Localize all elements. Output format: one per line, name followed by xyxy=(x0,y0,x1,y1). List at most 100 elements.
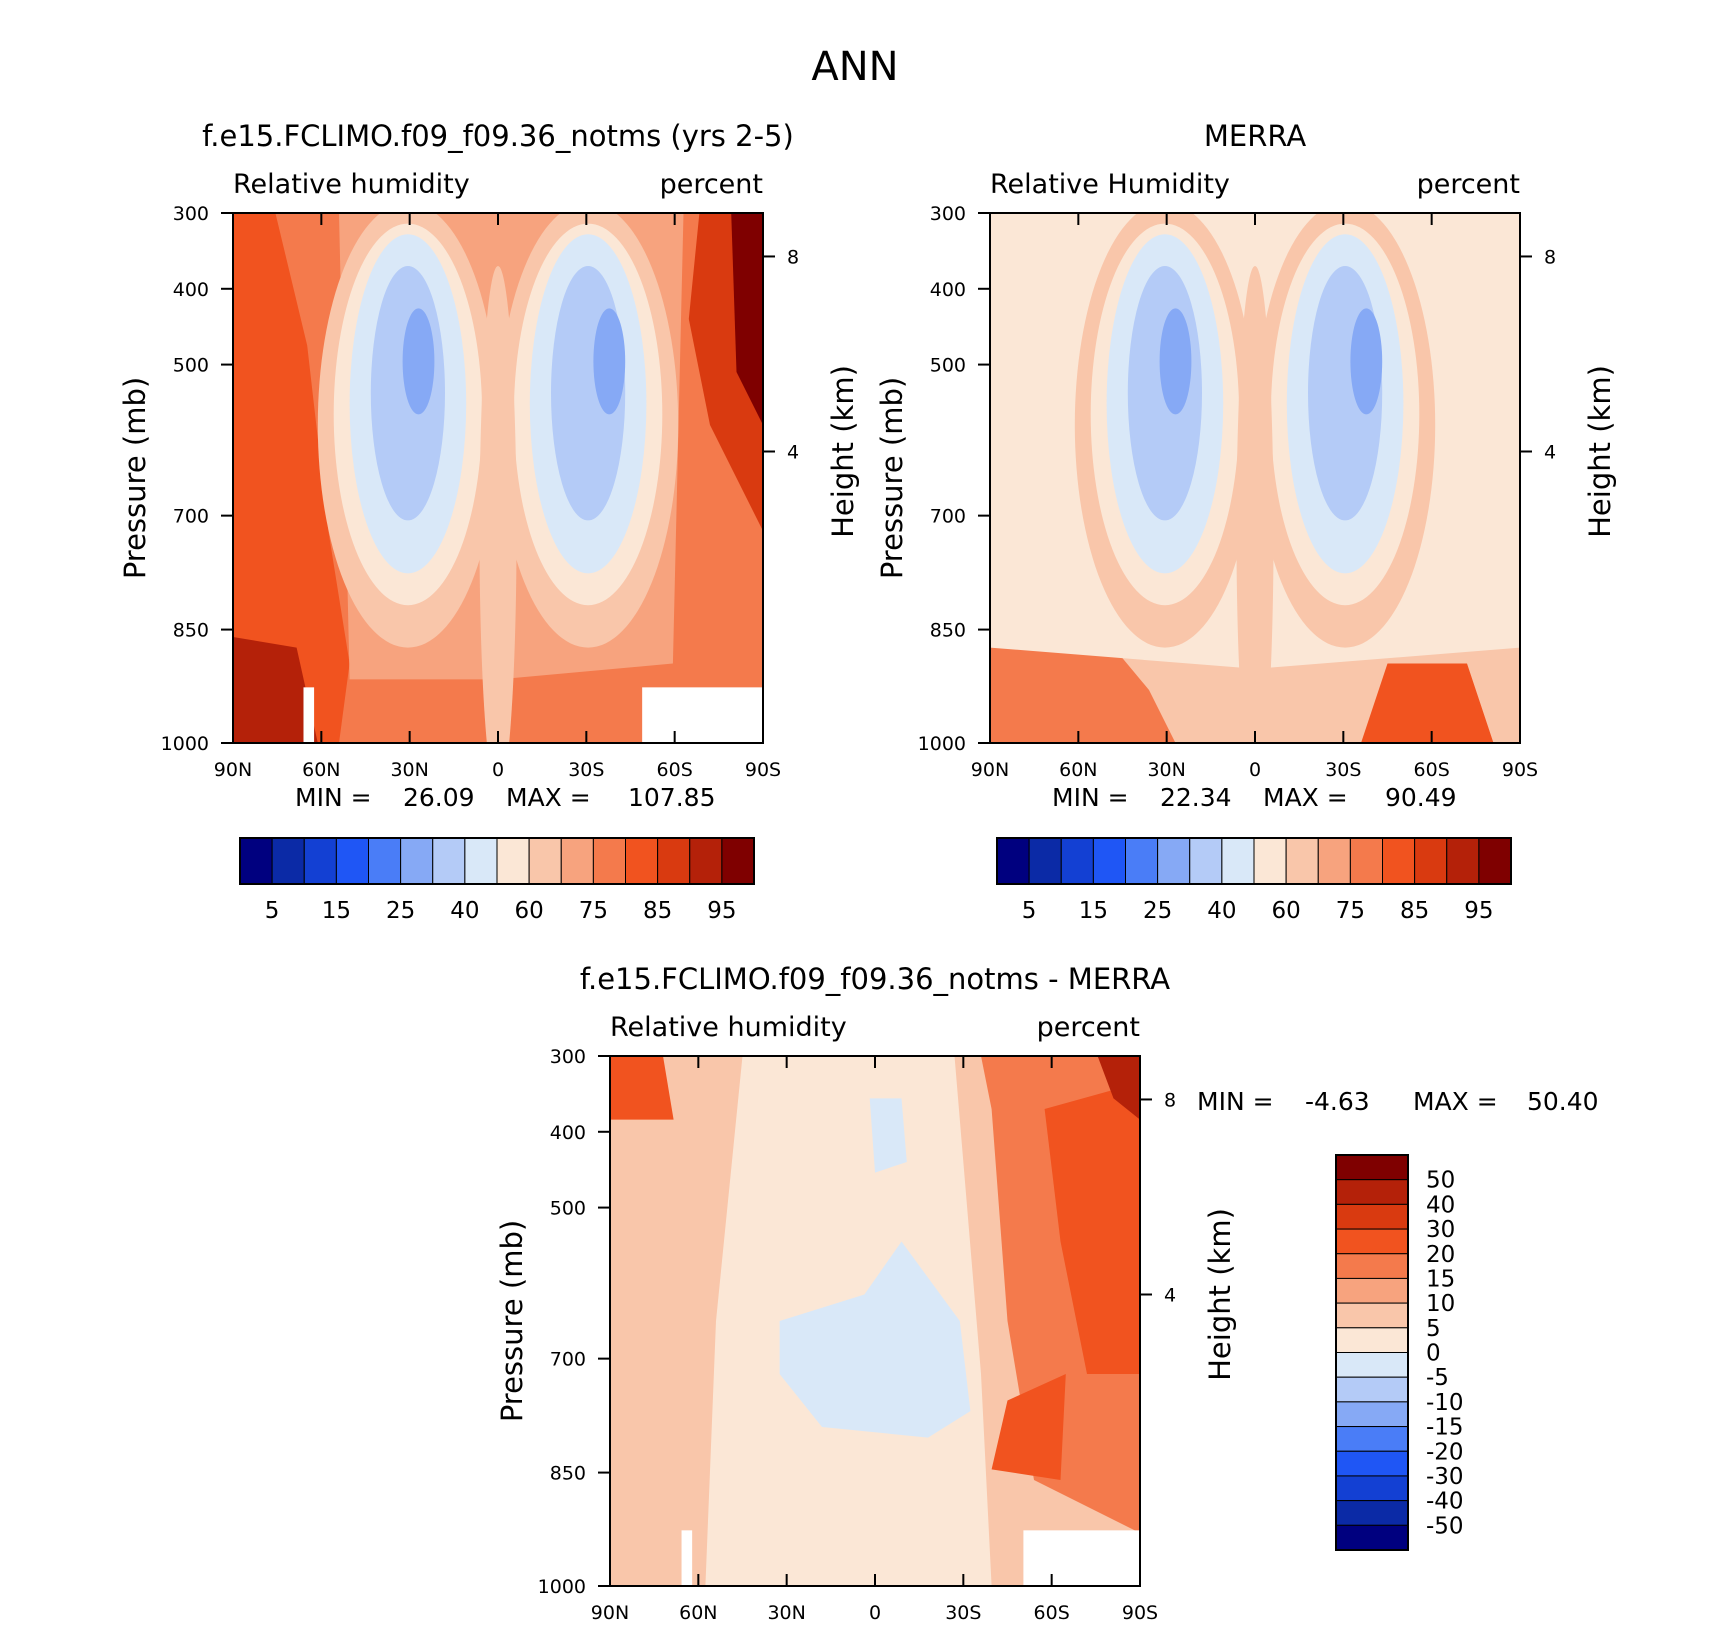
x-tick-label: 90N xyxy=(214,759,252,781)
colorbar-label: -50 xyxy=(1426,1513,1464,1539)
colorbar-swatch xyxy=(1335,1154,1409,1181)
min-value: 26.09 xyxy=(403,783,475,812)
colorbar-label: 85 xyxy=(1400,898,1429,924)
colorbar-label: -30 xyxy=(1426,1464,1464,1490)
panel-title: f.e15.FCLIMO.f09_f09.36_notms - MERRA xyxy=(580,962,1170,996)
colorbar-swatch xyxy=(1285,837,1319,885)
contour-band xyxy=(990,626,1176,743)
y-tick-label: 300 xyxy=(550,1046,586,1068)
colorbar-swatch xyxy=(1125,837,1159,885)
x-tick-label: 90N xyxy=(971,759,1009,781)
y-tick-label: 850 xyxy=(550,1463,586,1485)
dry-lobe xyxy=(402,308,435,415)
x-tick-label: 60N xyxy=(302,759,340,781)
colorbar-frame xyxy=(996,837,1512,885)
y2-tick-label: 4 xyxy=(1544,442,1556,464)
contour-band xyxy=(869,1098,907,1173)
colorbar-swatch xyxy=(1221,837,1255,885)
colorbar-label: -10 xyxy=(1426,1390,1464,1416)
colorbar: 5 15 25 40 60 75 85 95 xyxy=(996,837,1512,924)
y-tick-label: 400 xyxy=(930,279,966,301)
x-tick-label: 60N xyxy=(679,1602,717,1624)
y2-tick-label: 8 xyxy=(1544,246,1556,268)
colorbar-swatch xyxy=(528,837,562,885)
max-label: MAX = xyxy=(1413,1087,1498,1116)
colorbar-label: 15 xyxy=(1426,1266,1455,1292)
colorbar-swatch xyxy=(1335,1277,1409,1304)
colorbar-swatch xyxy=(1335,1203,1409,1230)
colorbar-label: 10 xyxy=(1426,1291,1455,1317)
colorbar-swatch xyxy=(464,837,498,885)
contour-band xyxy=(233,213,350,743)
y-tick-label: 500 xyxy=(173,355,209,377)
y2-axis-title: Height (km) xyxy=(826,365,860,538)
y-tick-label: 700 xyxy=(173,506,209,528)
x-tick-label: 60S xyxy=(1034,1602,1070,1624)
colorbar-swatch xyxy=(560,837,594,885)
colorbar-label: 0 xyxy=(1426,1341,1441,1367)
colorbar-swatch xyxy=(496,837,530,885)
colorbar-label: 75 xyxy=(1336,898,1365,924)
y-axis-title: Pressure (mb) xyxy=(495,1220,529,1422)
y-tick-label: 300 xyxy=(173,203,209,225)
contour-band xyxy=(610,1056,674,1120)
colorbar-swatch xyxy=(303,837,337,885)
colorbar-swatch xyxy=(721,837,755,885)
x-tick-label: 60S xyxy=(657,759,693,781)
x-tick-label: 0 xyxy=(869,1602,881,1624)
y-tick-label: 850 xyxy=(930,620,966,642)
y-axis-title: Pressure (mb) xyxy=(118,377,152,579)
x-tick-label: 90S xyxy=(1502,759,1538,781)
y-tick-label: 700 xyxy=(550,1349,586,1371)
colorbar-swatch xyxy=(1335,1179,1409,1205)
min-value: -4.63 xyxy=(1305,1087,1370,1116)
variable-label: Relative Humidity xyxy=(990,169,1230,200)
colorbar-swatch xyxy=(1335,1524,1409,1551)
colorbar-swatch xyxy=(1335,1450,1409,1477)
y-tick-label: 400 xyxy=(173,279,209,301)
x-tick-label: 30N xyxy=(767,1602,805,1624)
y-tick-label: 300 xyxy=(930,203,966,225)
colorbar-swatch xyxy=(1335,1352,1409,1378)
colorbar-label: -40 xyxy=(1426,1489,1464,1515)
y2-tick-label: 4 xyxy=(787,442,799,464)
units-label: percent xyxy=(1417,169,1520,200)
colorbar-swatch xyxy=(1028,837,1062,885)
colorbar-swatch xyxy=(1414,837,1448,885)
colorbar-swatch xyxy=(592,837,626,885)
colorbar-label: 75 xyxy=(579,898,608,924)
x-tick-label: 90S xyxy=(1122,1602,1158,1624)
max-label: MAX = xyxy=(1263,783,1348,812)
colorbar-swatch xyxy=(1335,1500,1409,1526)
y-axis-title: Pressure (mb) xyxy=(875,377,909,579)
y2-tick-label: 8 xyxy=(787,246,799,268)
x-tick-label: 30N xyxy=(1147,759,1185,781)
colorbar-label: 95 xyxy=(707,898,736,924)
colorbar-label: 60 xyxy=(1271,898,1300,924)
x-tick-label: 90N xyxy=(591,1602,629,1624)
colorbar-swatch xyxy=(657,837,691,885)
y-tick-label: 400 xyxy=(550,1122,586,1144)
colorbar-label: 50 xyxy=(1426,1168,1455,1194)
colorbar-frame xyxy=(1335,1154,1409,1551)
colorbar-swatch xyxy=(1253,837,1287,885)
colorbar-swatch xyxy=(1349,837,1383,885)
units-label: percent xyxy=(660,169,763,200)
colorbar-label: -5 xyxy=(1426,1365,1449,1391)
colorbar-swatch xyxy=(1335,1228,1409,1255)
contour-band xyxy=(1361,663,1494,743)
colorbar-swatch xyxy=(1060,837,1094,885)
contour-band xyxy=(779,1241,971,1438)
contour-band xyxy=(731,213,763,425)
contour-band xyxy=(233,637,318,743)
max-label: MAX = xyxy=(506,783,591,812)
min-value: 22.34 xyxy=(1160,783,1232,812)
x-tick-label: 60S xyxy=(1414,759,1450,781)
colorbar-label: 5 xyxy=(1426,1316,1441,1342)
colorbar-swatch xyxy=(1335,1376,1409,1403)
panel-title: MERRA xyxy=(1204,119,1306,153)
colorbar-label: 25 xyxy=(386,898,415,924)
colorbar-swatch xyxy=(1092,837,1126,885)
dry-lobe xyxy=(1350,308,1383,415)
